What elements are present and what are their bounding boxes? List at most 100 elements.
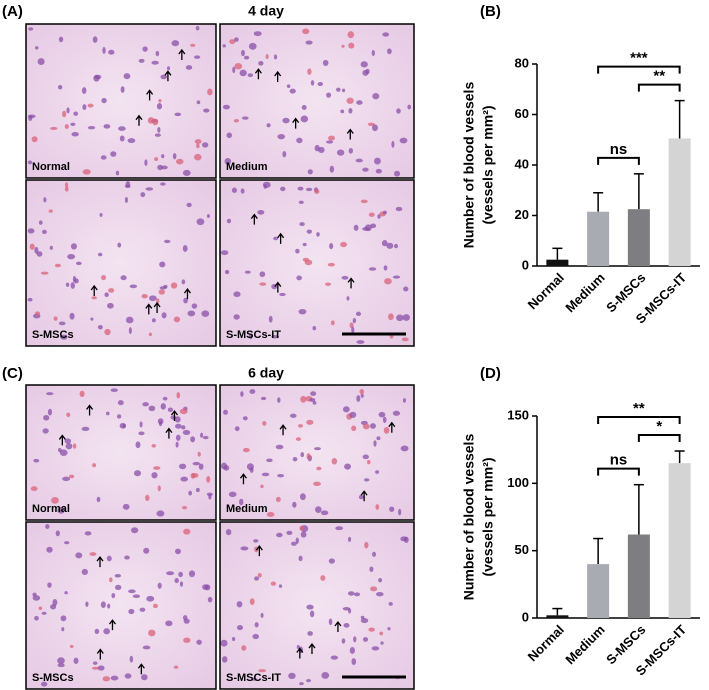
cell [41,611,47,615]
cell [351,658,357,665]
cell [320,575,326,581]
bar [627,209,650,266]
cell [234,63,243,70]
cell [124,555,130,560]
cell [196,218,205,226]
cell [64,182,69,188]
cell [107,302,114,309]
cell [328,558,335,564]
cell [73,657,79,664]
cell [48,209,53,213]
cell [142,645,151,650]
micrograph-bg [26,24,216,178]
cell [254,622,259,628]
cell [64,591,68,595]
cell [368,267,377,271]
cell [309,610,315,618]
cell [318,146,325,154]
y-tick-label: 150 [507,407,529,422]
cell [310,80,315,86]
cell [240,188,245,194]
cell [266,458,273,463]
cell [300,452,305,458]
arrow [388,421,396,433]
cell [179,581,184,587]
cell [244,55,250,60]
cell [122,503,130,510]
cell [165,620,173,627]
cell [175,158,184,165]
cell [100,155,107,160]
x-tick-label: Normal [525,622,567,664]
cell [356,100,363,105]
cell [38,606,43,611]
cell [241,645,247,651]
cell [53,316,58,321]
cell [244,270,251,274]
cell [403,286,409,292]
significance-bracket [597,467,640,476]
cell [368,212,375,217]
cell [396,314,404,322]
cell [407,104,412,110]
cell [191,473,199,478]
cell [373,440,377,447]
bar [668,463,691,618]
cell [309,398,316,402]
y-tick-label: 40 [515,156,529,171]
cell [341,275,349,280]
y-tick-label: 80 [515,55,529,70]
cell [67,253,76,260]
cell [362,167,369,172]
micrograph-border [219,521,415,690]
panel-title: 4 day [248,3,284,19]
arrow [183,287,191,300]
cell [348,108,353,114]
cell [69,644,74,648]
cell [306,678,311,683]
cell [32,595,41,601]
cell [352,317,357,324]
cell [278,584,283,588]
micrograph-bg [220,385,414,520]
cell [328,618,333,626]
cell [181,425,186,430]
cell [47,408,53,416]
cell [47,582,52,588]
cell [140,192,146,198]
cell [362,454,369,460]
cell [59,449,68,456]
cell [346,296,350,301]
cell [277,397,281,403]
cell [312,326,317,331]
cell [232,66,236,74]
cell [301,105,307,111]
cell [391,140,395,148]
cell [158,99,162,103]
arrow [178,48,186,61]
cell [157,418,164,425]
arrow [96,556,104,568]
cell [27,114,36,119]
micrograph-label: Medium [226,161,268,173]
cell [253,539,259,543]
cell [380,641,384,645]
cell [151,444,157,448]
cell [348,536,352,543]
cell [241,116,249,120]
cell [266,512,275,517]
cell [129,655,134,663]
y-axis-label: (vessels per mm²) [480,457,496,576]
significance-label: ns [610,141,628,158]
significance-label: ns [610,452,628,469]
cell [64,124,69,129]
arrow [308,642,316,655]
cell [188,490,193,496]
cell [110,151,117,157]
cell [66,412,71,418]
cell [142,46,148,52]
y-axis-label: Number of blood vessels [461,434,477,601]
cell [183,637,191,643]
y-axis-label: Number of blood vessels [461,82,477,249]
